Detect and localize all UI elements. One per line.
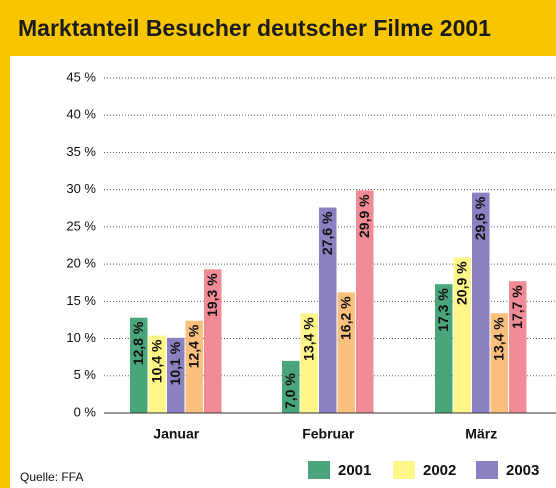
legend-label: 2001: [338, 462, 371, 479]
legend-label: 2003: [506, 462, 539, 479]
value-label: 16,2 %: [337, 296, 353, 340]
bar: [185, 320, 203, 413]
value-label: 13,4 %: [490, 317, 506, 361]
value-label: 10,1 %: [167, 341, 183, 385]
y-tick-label: 30 %: [66, 181, 96, 196]
x-tick-label: März: [465, 426, 497, 442]
value-label: 7,0 %: [282, 373, 298, 409]
x-tick-label: Januar: [153, 426, 199, 442]
legend-swatch: [393, 461, 415, 479]
legend-swatch: [308, 461, 330, 479]
value-label: 17,3 %: [435, 288, 451, 332]
value-label: 29,6 %: [472, 196, 488, 240]
bar: [148, 335, 166, 413]
bar: [204, 269, 222, 413]
bar: [490, 313, 508, 413]
bar: [509, 281, 527, 413]
title-bar: [0, 0, 556, 56]
bar: [300, 313, 318, 413]
y-tick-label: 35 %: [66, 144, 96, 159]
bar: [282, 360, 300, 413]
bar: [435, 284, 453, 413]
value-label: 10,4 %: [148, 339, 164, 383]
y-tick-label: 40 %: [66, 107, 96, 122]
y-tick-label: 0 %: [74, 404, 97, 419]
y-tick-label: 5 %: [74, 367, 97, 382]
value-label: 12,8 %: [130, 321, 146, 365]
value-label: 27,6 %: [319, 211, 335, 255]
y-tick-label: 25 %: [66, 218, 96, 233]
x-tick-label: Februar: [302, 426, 355, 442]
legend-swatch: [476, 461, 498, 479]
chart-title: Marktanteil Besucher deutscher Filme 200…: [18, 15, 491, 41]
source: Quelle: FFA: [20, 470, 83, 484]
bar: [319, 207, 337, 413]
y-tick-label: 45 %: [66, 69, 96, 84]
bar: [472, 192, 490, 413]
value-label: 13,4 %: [300, 317, 316, 361]
left-border: [0, 0, 10, 488]
y-tick-label: 15 %: [66, 293, 96, 308]
bar: [453, 257, 471, 413]
value-label: 20,9 %: [453, 261, 469, 305]
y-tick-label: 20 %: [66, 256, 96, 271]
legend-label: 2002: [423, 462, 456, 479]
value-label: 19,3 %: [204, 273, 220, 317]
bar: [167, 337, 185, 413]
bar: [130, 317, 148, 413]
value-label: 12,4 %: [185, 324, 201, 368]
value-label: 17,7 %: [509, 285, 525, 329]
bar: [337, 292, 355, 413]
bar: [356, 190, 374, 413]
value-label: 29,9 %: [356, 194, 372, 238]
y-tick-label: 10 %: [66, 330, 96, 345]
